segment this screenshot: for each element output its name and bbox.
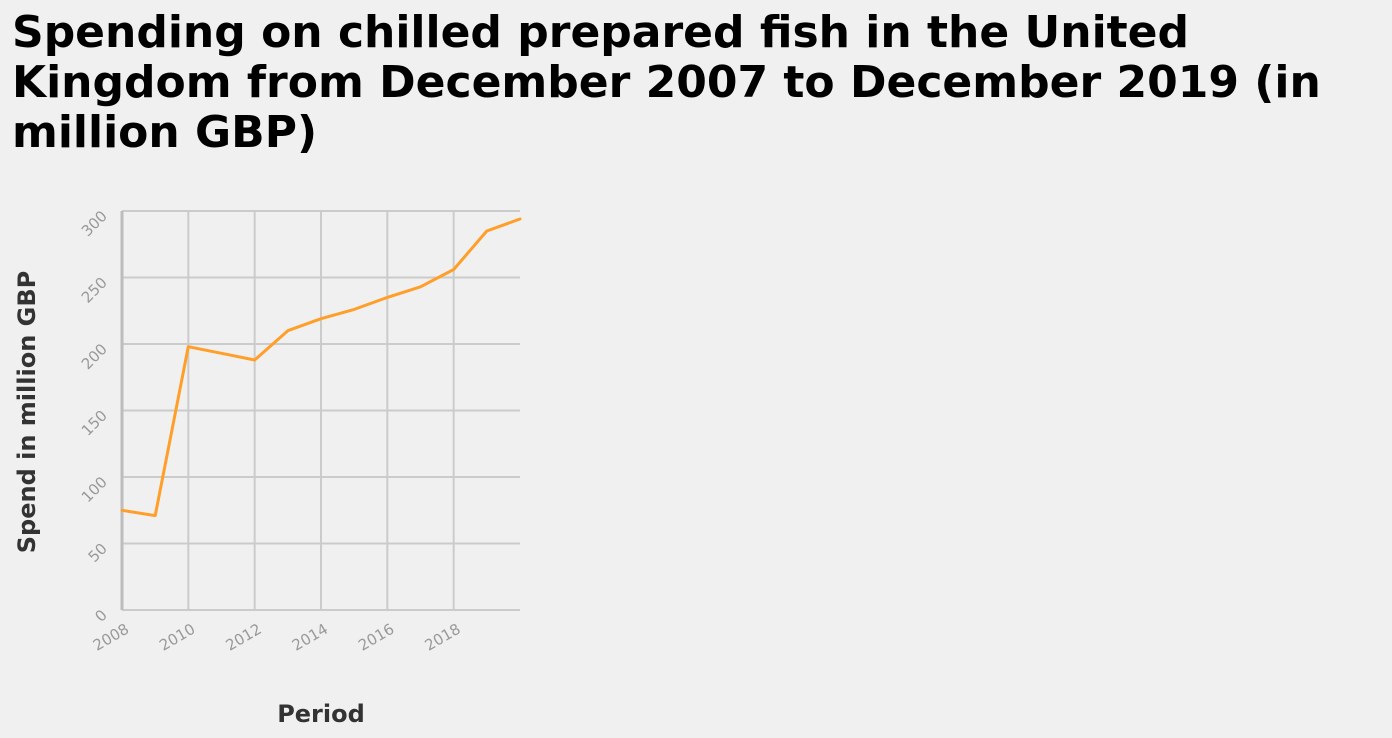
x-tick-label: 2008 — [90, 620, 132, 655]
x-tick-label: 2010 — [156, 620, 198, 655]
y-tick-label: 0 — [91, 606, 110, 625]
y-tick-label: 100 — [78, 473, 111, 506]
x-axis-title: Period — [277, 700, 365, 728]
chart-title: Spending on chilled prepared fish in the… — [12, 7, 1321, 158]
x-tick-label: 2018 — [422, 620, 464, 655]
series-line-0 — [120, 217, 522, 518]
y-tick-label: 250 — [78, 274, 111, 307]
tick-labels: 0 50 100 150 200 250 300 2008 2010 2012 2014 2016 20… — [78, 207, 464, 654]
y-tick-label: 50 — [85, 540, 111, 566]
y-tick-label: 300 — [78, 207, 111, 240]
y-axis-title: Spend in million GBP — [13, 271, 41, 553]
grid-lines — [120, 210, 520, 611]
series-lines — [120, 217, 522, 518]
x-tick-label: 2012 — [223, 620, 265, 655]
x-tick-label: 2014 — [289, 620, 331, 655]
y-tick-label: 150 — [78, 407, 111, 440]
y-tick-label: 200 — [78, 340, 111, 373]
x-tick-label: 2016 — [355, 620, 397, 655]
